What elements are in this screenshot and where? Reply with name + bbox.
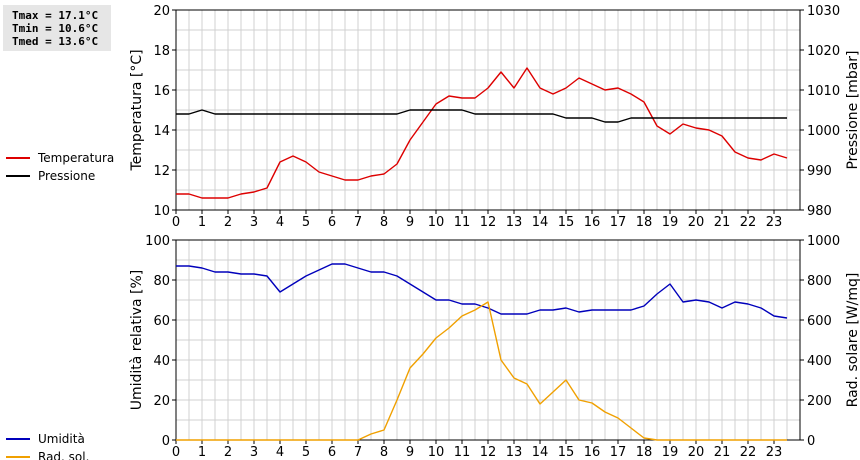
y-left-tick-label: 80 bbox=[153, 274, 170, 289]
y-right-tick-label: 1000 bbox=[807, 234, 840, 249]
x-tick-label: 14 bbox=[532, 445, 549, 460]
y-left-axis-title: Temperatura [°C] bbox=[129, 49, 145, 171]
tmed-text: Tmed = 13.6°C bbox=[12, 35, 99, 48]
x-tick-label: 0 bbox=[172, 215, 180, 230]
legend-label-solar-radiation: Rad. sol. bbox=[38, 450, 89, 460]
tmax-text: Tmax = 17.1°C bbox=[12, 9, 99, 22]
x-tick-label: 12 bbox=[480, 445, 497, 460]
y-left-tick-label: 20 bbox=[153, 4, 170, 19]
x-tick-label: 4 bbox=[276, 445, 284, 460]
x-tick-label: 9 bbox=[406, 445, 414, 460]
x-tick-label: 20 bbox=[688, 215, 705, 230]
x-tick-label: 2 bbox=[224, 445, 232, 460]
x-tick-label: 8 bbox=[380, 445, 388, 460]
series-line-temperature bbox=[176, 67, 788, 199]
x-tick-label: 15 bbox=[558, 445, 575, 460]
x-tick-label: 12 bbox=[480, 215, 497, 230]
x-tick-label: 8 bbox=[380, 215, 388, 230]
x-tick-label: 11 bbox=[454, 215, 471, 230]
y-left-tick-label: 18 bbox=[153, 44, 170, 59]
x-tick-label: 18 bbox=[636, 445, 653, 460]
x-tick-label: 1 bbox=[198, 215, 206, 230]
x-tick-label: 23 bbox=[766, 215, 783, 230]
y-right-axis-title: Rad. solare [W/mq] bbox=[845, 273, 860, 408]
series-line-humidity bbox=[176, 263, 788, 319]
x-tick-label: 7 bbox=[354, 215, 362, 230]
y-right-tick-label: 990 bbox=[807, 164, 832, 179]
x-tick-label: 18 bbox=[636, 215, 653, 230]
y-right-tick-label: 400 bbox=[807, 354, 832, 369]
x-tick-label: 17 bbox=[610, 215, 627, 230]
x-tick-label: 21 bbox=[714, 445, 731, 460]
x-tick-label: 21 bbox=[714, 215, 731, 230]
x-tick-label: 9 bbox=[406, 215, 414, 230]
y-left-tick-label: 100 bbox=[145, 234, 170, 249]
x-tick-label: 16 bbox=[584, 215, 601, 230]
x-tick-label: 0 bbox=[172, 445, 180, 460]
series-line-solar-radiation bbox=[176, 301, 787, 441]
y-left-tick-label: 40 bbox=[153, 354, 170, 369]
y-right-tick-label: 980 bbox=[807, 204, 832, 219]
x-tick-label: 20 bbox=[688, 445, 705, 460]
x-tick-label: 19 bbox=[662, 445, 679, 460]
x-tick-label: 5 bbox=[302, 445, 310, 460]
legend-label-temperature: Temperatura bbox=[37, 151, 114, 165]
x-tick-label: 16 bbox=[584, 445, 601, 460]
y-left-tick-label: 60 bbox=[153, 314, 170, 329]
x-tick-label: 3 bbox=[250, 215, 258, 230]
x-tick-label: 23 bbox=[766, 445, 783, 460]
x-tick-label: 4 bbox=[276, 215, 284, 230]
x-tick-label: 11 bbox=[454, 445, 471, 460]
tmin-text: Tmin = 10.6°C bbox=[12, 22, 99, 35]
y-left-tick-label: 14 bbox=[153, 124, 170, 139]
x-tick-label: 13 bbox=[506, 215, 523, 230]
x-tick-label: 19 bbox=[662, 215, 679, 230]
x-tick-label: 3 bbox=[250, 445, 258, 460]
x-tick-label: 10 bbox=[428, 215, 445, 230]
y-left-tick-label: 16 bbox=[153, 84, 170, 99]
y-right-tick-label: 600 bbox=[807, 314, 832, 329]
series-line-pressure bbox=[176, 109, 787, 123]
x-tick-label: 22 bbox=[740, 445, 757, 460]
legend-label-humidity: Umidità bbox=[38, 432, 85, 446]
x-tick-label: 6 bbox=[328, 445, 336, 460]
y-left-tick-label: 20 bbox=[153, 394, 170, 409]
x-tick-label: 15 bbox=[558, 215, 575, 230]
y-right-tick-label: 1000 bbox=[807, 124, 840, 139]
x-tick-label: 5 bbox=[302, 215, 310, 230]
x-tick-label: 14 bbox=[532, 215, 549, 230]
x-tick-label: 2 bbox=[224, 215, 232, 230]
y-right-tick-label: 200 bbox=[807, 394, 832, 409]
x-tick-label: 10 bbox=[428, 445, 445, 460]
y-right-tick-label: 800 bbox=[807, 274, 832, 289]
y-left-tick-label: 0 bbox=[162, 434, 170, 449]
x-tick-label: 7 bbox=[354, 445, 362, 460]
x-tick-label: 17 bbox=[610, 445, 627, 460]
x-tick-label: 6 bbox=[328, 215, 336, 230]
y-left-tick-label: 10 bbox=[153, 204, 170, 219]
y-left-axis-title: Umidità relativa [%] bbox=[129, 270, 145, 411]
y-right-tick-label: 1030 bbox=[807, 4, 840, 19]
stats-box: Tmax = 17.1°C Tmin = 10.6°C Tmed = 13.6°… bbox=[3, 5, 111, 51]
y-right-tick-label: 0 bbox=[807, 434, 815, 449]
legend-label-pressure: Pressione bbox=[38, 169, 95, 183]
x-tick-label: 1 bbox=[198, 445, 206, 460]
x-tick-label: 13 bbox=[506, 445, 523, 460]
y-right-axis-title: Pressione [mbar] bbox=[845, 50, 860, 169]
y-right-tick-label: 1010 bbox=[807, 84, 840, 99]
y-right-tick-label: 1020 bbox=[807, 44, 840, 59]
y-left-tick-label: 12 bbox=[153, 164, 170, 179]
x-tick-label: 22 bbox=[740, 215, 757, 230]
